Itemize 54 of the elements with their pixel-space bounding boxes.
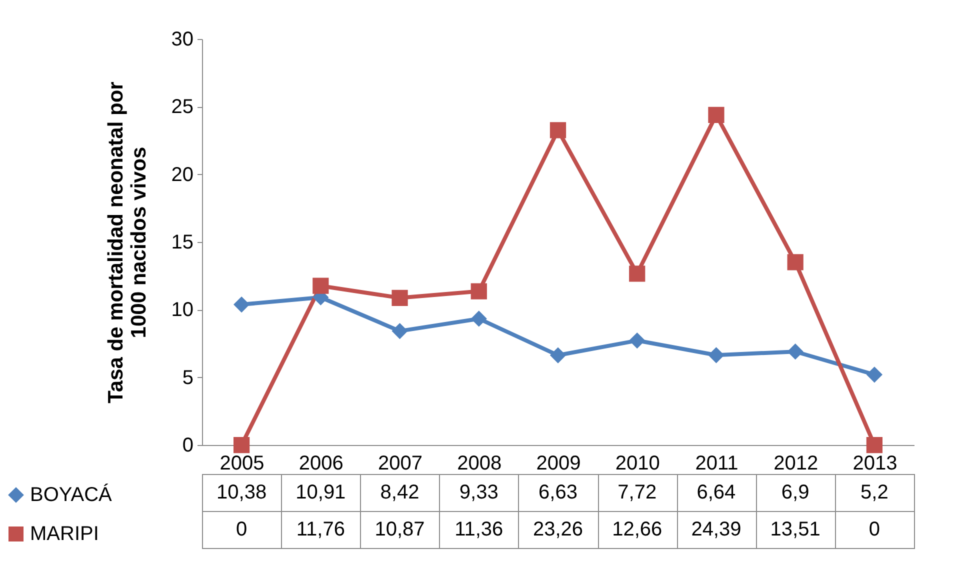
y-tick-label: 25 xyxy=(171,96,194,118)
y-axis-title: Tasa de mortalidad neonatal por 1000 nacidos vivos xyxy=(104,82,150,404)
data-label: 11,76 xyxy=(296,518,345,540)
data-label: 9,33 xyxy=(459,482,498,504)
x-tick-label: 2013 xyxy=(852,452,898,474)
x-tick-label: 2009 xyxy=(536,452,581,474)
y-tick-label: 30 xyxy=(171,28,194,50)
data-label: 6,64 xyxy=(696,482,736,504)
point xyxy=(312,278,329,294)
point xyxy=(708,106,724,123)
data-label: 13,51 xyxy=(770,518,820,540)
data-label: 6,63 xyxy=(538,482,578,504)
data-label: 23,26 xyxy=(532,518,584,540)
data-label: 6,9 xyxy=(781,482,810,504)
legend-label: BOYACÁ xyxy=(30,483,113,506)
x-tick-label: 2007 xyxy=(378,452,423,474)
data-label: 0 xyxy=(236,518,248,540)
y-tick-label: 10 xyxy=(171,299,194,322)
point xyxy=(233,296,250,313)
point xyxy=(787,254,804,270)
data-label: 7,72 xyxy=(618,482,657,504)
point xyxy=(629,266,646,282)
x-tick-label: 2010 xyxy=(615,452,660,474)
x-tick-label: 2008 xyxy=(457,452,502,474)
point xyxy=(550,347,566,364)
point xyxy=(233,436,250,454)
point xyxy=(629,332,646,349)
point xyxy=(392,322,408,340)
point xyxy=(470,310,487,327)
point xyxy=(470,283,487,300)
legend-label: MARIPI xyxy=(30,523,99,545)
data-label: 10,91 xyxy=(296,482,346,504)
data-label: 10,38 xyxy=(216,482,267,504)
y-tick-label: 20 xyxy=(171,164,194,186)
data-label: 0 xyxy=(868,518,880,540)
point xyxy=(866,366,883,383)
x-tick-label: 2005 xyxy=(220,452,264,474)
data-label: 5,2 xyxy=(860,482,888,504)
data-label: 24,39 xyxy=(691,518,742,540)
data-label: 11,36 xyxy=(454,518,504,540)
point xyxy=(708,347,724,364)
data-label: 10,87 xyxy=(374,518,425,540)
point xyxy=(787,344,804,360)
y-tick-label: 15 xyxy=(171,232,194,254)
y-tick-label: 5 xyxy=(182,366,194,389)
point xyxy=(392,290,408,306)
data-label: 12,66 xyxy=(612,518,662,540)
x-tick-label: 2012 xyxy=(774,452,818,474)
x-tick-label: 2011 xyxy=(695,452,738,474)
y-tick-label: 0 xyxy=(182,434,194,456)
point xyxy=(866,436,883,454)
x-tick-label: 2006 xyxy=(298,452,344,474)
point xyxy=(550,122,566,138)
data-label: 8,42 xyxy=(380,482,420,504)
